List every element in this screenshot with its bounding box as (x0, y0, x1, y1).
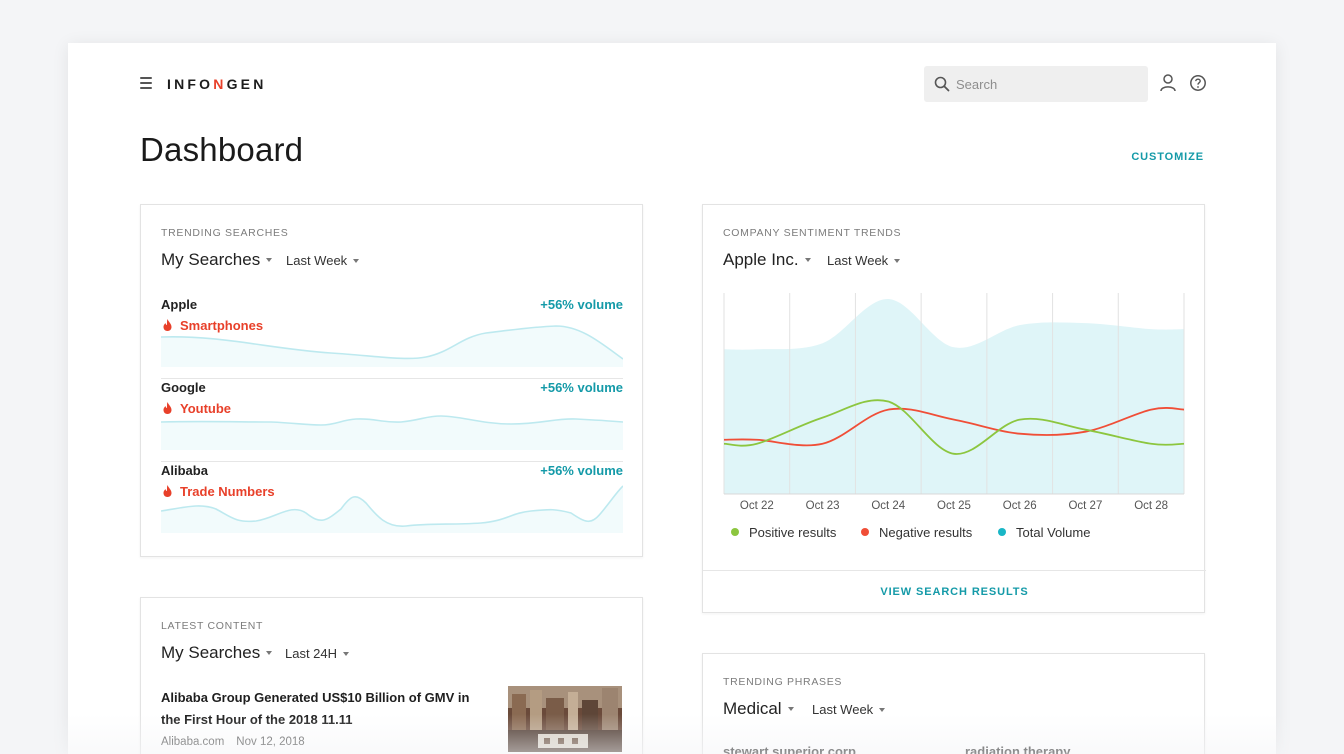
x-tick-label: Oct 28 (1134, 500, 1168, 512)
x-tick-label: Oct 25 (937, 500, 971, 512)
scope-value: My Searches (161, 250, 261, 269)
phrase-item[interactable]: stewart superior corp (723, 744, 856, 754)
search-name: Alibaba (161, 463, 208, 478)
scope-value: My Searches (161, 643, 261, 662)
logo[interactable]: INFONGEN (167, 76, 267, 92)
caret-down-icon (343, 651, 350, 656)
tag-label: Youtube (180, 401, 232, 416)
tag-label: Smartphones (180, 318, 264, 333)
article-date: Nov 12, 2018 (236, 736, 305, 748)
volume-change: +56% volume (540, 463, 623, 478)
period-value: Last Week (827, 253, 889, 268)
x-tick-label: Oct 22 (740, 500, 774, 512)
sparkline (161, 325, 623, 367)
legend-dot (731, 528, 739, 536)
legend-volume: Total Volume (998, 525, 1090, 540)
latest-content-card: LATEST CONTENT My Searches Last 24H Alib… (140, 597, 643, 754)
card-label: TRENDING SEARCHES (161, 227, 289, 239)
card-label: COMPANY SENTIMENT TRENDS (723, 227, 902, 239)
help-icon[interactable] (1189, 74, 1207, 92)
category-value: Medical (723, 699, 782, 718)
company-dropdown[interactable]: Apple Inc. (723, 250, 811, 270)
page-title: Dashboard (140, 131, 304, 168)
category-dropdown[interactable]: Medical (723, 699, 794, 719)
caret-down-icon (894, 258, 901, 263)
app-window: INFONGEN Dashboard CUSTOMIZE TRENDING SE… (68, 43, 1276, 754)
list-item[interactable]: Google Youtube +56% volume (161, 380, 623, 462)
search-tag: Youtube (163, 401, 231, 416)
sentiment-chart: Oct 22 Oct 23 Oct 24 Oct 25 Oct 26 Oct 27 Oct … (723, 293, 1185, 512)
search-tag: Trade Numbers (163, 484, 275, 499)
list-item[interactable]: Apple Smartphones +56% volume (161, 297, 623, 379)
period-dropdown[interactable]: Last Week (286, 253, 360, 268)
sentiment-card: COMPANY SENTIMENT TRENDS Apple Inc. Last… (702, 204, 1206, 613)
caret-down-icon (787, 706, 794, 711)
article-meta: Alibaba.com Nov 12, 2018 (161, 736, 305, 748)
legend-dot (998, 528, 1006, 536)
legend-label: Positive results (749, 525, 837, 540)
trending-phrases-card: TRENDING PHRASES Medical Last Week stewa… (702, 653, 1205, 754)
caret-down-icon (266, 650, 273, 655)
search-name: Google (161, 380, 206, 395)
scope-dropdown[interactable]: My Searches (161, 250, 273, 270)
volume-change: +56% volume (540, 297, 623, 312)
legend-positive: Positive results (731, 525, 836, 540)
caret-down-icon (804, 257, 811, 262)
search-input[interactable] (956, 66, 1142, 102)
series-total-volume-area (724, 299, 1184, 494)
period-value: Last Week (812, 702, 874, 717)
period-dropdown[interactable]: Last Week (812, 702, 886, 717)
caret-down-icon (879, 707, 886, 712)
divider (161, 461, 623, 462)
flame-icon (163, 402, 172, 414)
sparkline (161, 415, 623, 450)
company-value: Apple Inc. (723, 250, 799, 269)
tag-label: Trade Numbers (180, 484, 275, 499)
caret-down-icon (266, 257, 273, 262)
legend-dot (861, 528, 869, 536)
flame-icon (163, 319, 172, 331)
series-positive-line (723, 399, 1185, 455)
card-label: TRENDING PHRASES (723, 676, 843, 688)
legend-label: Total Volume (1016, 525, 1091, 540)
series-negative-line (723, 407, 1185, 447)
phrase-item[interactable]: radiation therapy (965, 744, 1071, 754)
legend-negative: Negative results (861, 525, 972, 540)
period-value: Last 24H (285, 646, 338, 661)
customize-button[interactable]: CUSTOMIZE (1131, 151, 1204, 163)
view-search-results-button[interactable]: VIEW SEARCH RESULTS (703, 570, 1206, 613)
menu-icon[interactable] (140, 77, 152, 89)
legend-label: Negative results (879, 525, 973, 540)
caret-down-icon (353, 258, 360, 263)
period-value: Last Week (286, 253, 348, 268)
search-tag: Smartphones (163, 318, 263, 333)
divider (161, 378, 623, 379)
list-item[interactable]: Alibaba Trade Numbers +56% volume (161, 463, 623, 533)
x-tick-label: Oct 24 (871, 500, 905, 512)
search-icon (934, 76, 950, 92)
x-tick-label: Oct 27 (1068, 500, 1102, 512)
user-icon[interactable] (1160, 74, 1176, 92)
search-box[interactable] (924, 66, 1148, 102)
volume-change: +56% volume (540, 380, 623, 395)
article-title[interactable]: Alibaba Group Generated US$10 Billion of… (161, 690, 470, 727)
search-name: Apple (161, 297, 198, 312)
article-source: Alibaba.com (161, 736, 225, 748)
article-thumbnail[interactable] (508, 686, 622, 752)
x-tick-label: Oct 23 (806, 500, 840, 512)
scope-dropdown[interactable]: My Searches (161, 643, 273, 663)
flame-icon (163, 485, 172, 497)
period-dropdown[interactable]: Last Week (827, 253, 901, 268)
trending-searches-card: TRENDING SEARCHES My Searches Last Week … (140, 204, 643, 557)
card-label: LATEST CONTENT (161, 620, 264, 632)
period-dropdown[interactable]: Last 24H (285, 646, 350, 661)
sparkline (161, 485, 623, 533)
x-tick-label: Oct 26 (1003, 500, 1037, 512)
